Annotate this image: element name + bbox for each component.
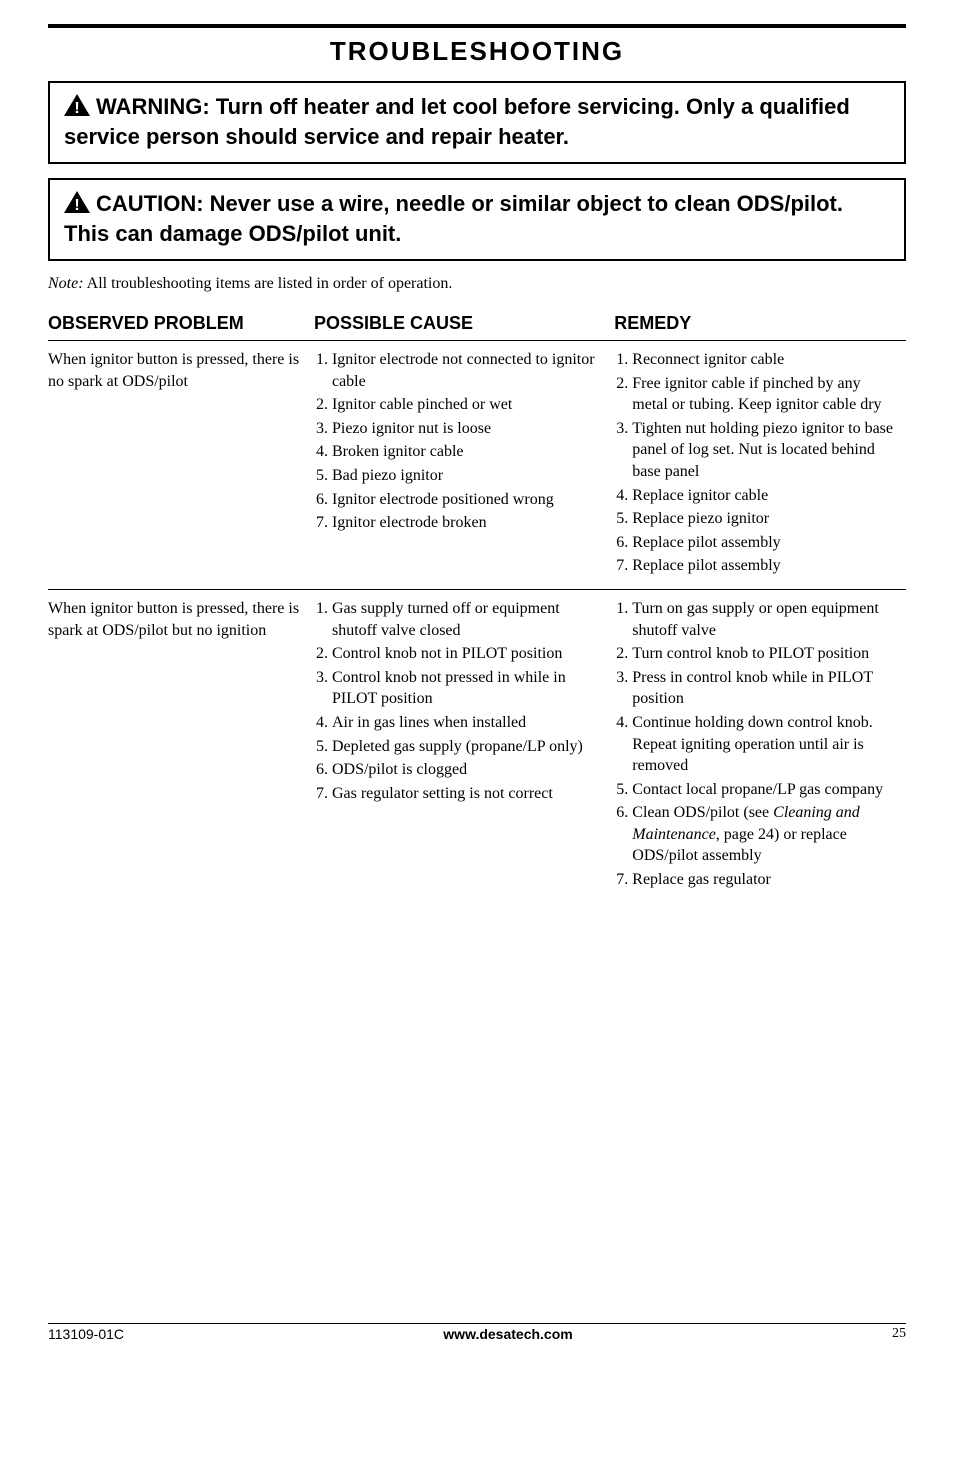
list-item: 6.Replace pilot assembly [614,532,894,554]
cell-observed: When ignitor button is pressed, there is… [48,341,314,590]
table-header-row: OBSERVED PROBLEM POSSIBLE CAUSE REMEDY [48,309,906,341]
list-item: 1.Turn on gas supply or open equipment s… [614,598,894,641]
note-label: Note: [48,275,84,292]
warning-text: ! WARNING: Turn off heater and let cool … [64,93,890,150]
list-item: 5.Depleted gas supply (propane/LP only) [314,736,602,758]
list-item: 5.Contact local propane/LP gas company [614,779,894,801]
list-item: 6.Ignitor electrode positioned wrong [314,489,602,511]
footer-left: 113109-01C [48,1326,124,1342]
list-item: 7.Ignitor electrode broken [314,512,602,534]
table-body: When ignitor button is pressed, there is… [48,341,906,903]
list-item: 1.Ignitor electrode not connected to ign… [314,349,602,392]
page-footer: 113109-01C www.desatech.com 25 [48,1323,906,1342]
list-item: 4.Broken ignitor cable [314,441,602,463]
caution-label: CAUTION: [96,191,204,216]
top-divider [48,24,906,28]
list-item: 3.Tighten nut holding piezo ignitor to b… [614,418,894,483]
list-item: 1.Reconnect ignitor cable [614,349,894,371]
list-item: 2.Turn control knob to PILOT position [614,643,894,665]
note-line: Note: All troubleshooting items are list… [48,275,906,293]
header-observed: OBSERVED PROBLEM [48,309,314,341]
note-text: All troubleshooting items are listed in … [87,275,453,292]
svg-text:!: ! [74,197,79,213]
list-item: 2.Free ignitor cable if pinched by any m… [614,373,894,416]
page-title: TROUBLESHOOTING [48,36,906,67]
header-remedy: REMEDY [614,309,906,341]
cell-remedy: 1.Turn on gas supply or open equipment s… [614,589,906,902]
list-item: 7.Replace gas regulator [614,869,894,891]
cell-cause: 1.Ignitor electrode not connected to ign… [314,341,614,590]
list-item: 2.Control knob not in PILOT position [314,643,602,665]
caution-text: ! CAUTION: Never use a wire, needle or s… [64,190,890,247]
caution-triangle-icon: ! [64,191,90,220]
warning-box: ! WARNING: Turn off heater and let cool … [48,81,906,164]
header-cause: POSSIBLE CAUSE [314,309,614,341]
list-item: 6.Clean ODS/pilot (see Cleaning and Main… [614,802,894,867]
svg-text:!: ! [74,100,79,116]
cell-remedy: 1.Reconnect ignitor cable2.Free ignitor … [614,341,906,590]
list-item: 3.Control knob not pressed in while in P… [314,667,602,710]
list-item: 7.Replace pilot assembly [614,555,894,577]
list-item: 2.Ignitor cable pinched or wet [314,394,602,416]
cell-cause: 1.Gas supply turned off or equipment shu… [314,589,614,902]
footer-right: 25 [892,1326,906,1342]
table-row: When ignitor button is pressed, there is… [48,589,906,902]
list-item: 6.ODS/pilot is clogged [314,759,602,781]
list-item: 5.Replace piezo ignitor [614,508,894,530]
list-item: 4.Continue holding down control knob. Re… [614,712,894,777]
list-item: 3.Press in control knob while in PILOT p… [614,667,894,710]
list-item: 3.Piezo ignitor nut is loose [314,418,602,440]
table-row: When ignitor button is pressed, there is… [48,341,906,590]
list-item: 4.Replace ignitor cable [614,485,894,507]
troubleshooting-table: OBSERVED PROBLEM POSSIBLE CAUSE REMEDY W… [48,309,906,903]
footer-center: www.desatech.com [443,1326,572,1342]
list-item: 7.Gas regulator setting is not correct [314,783,602,805]
caution-box: ! CAUTION: Never use a wire, needle or s… [48,178,906,261]
list-item: 5.Bad piezo ignitor [314,465,602,487]
list-item: 1.Gas supply turned off or equipment shu… [314,598,602,641]
warning-label: WARNING: [96,94,210,119]
list-item: 4.Air in gas lines when installed [314,712,602,734]
cell-observed: When ignitor button is pressed, there is… [48,589,314,902]
warning-triangle-icon: ! [64,94,90,123]
